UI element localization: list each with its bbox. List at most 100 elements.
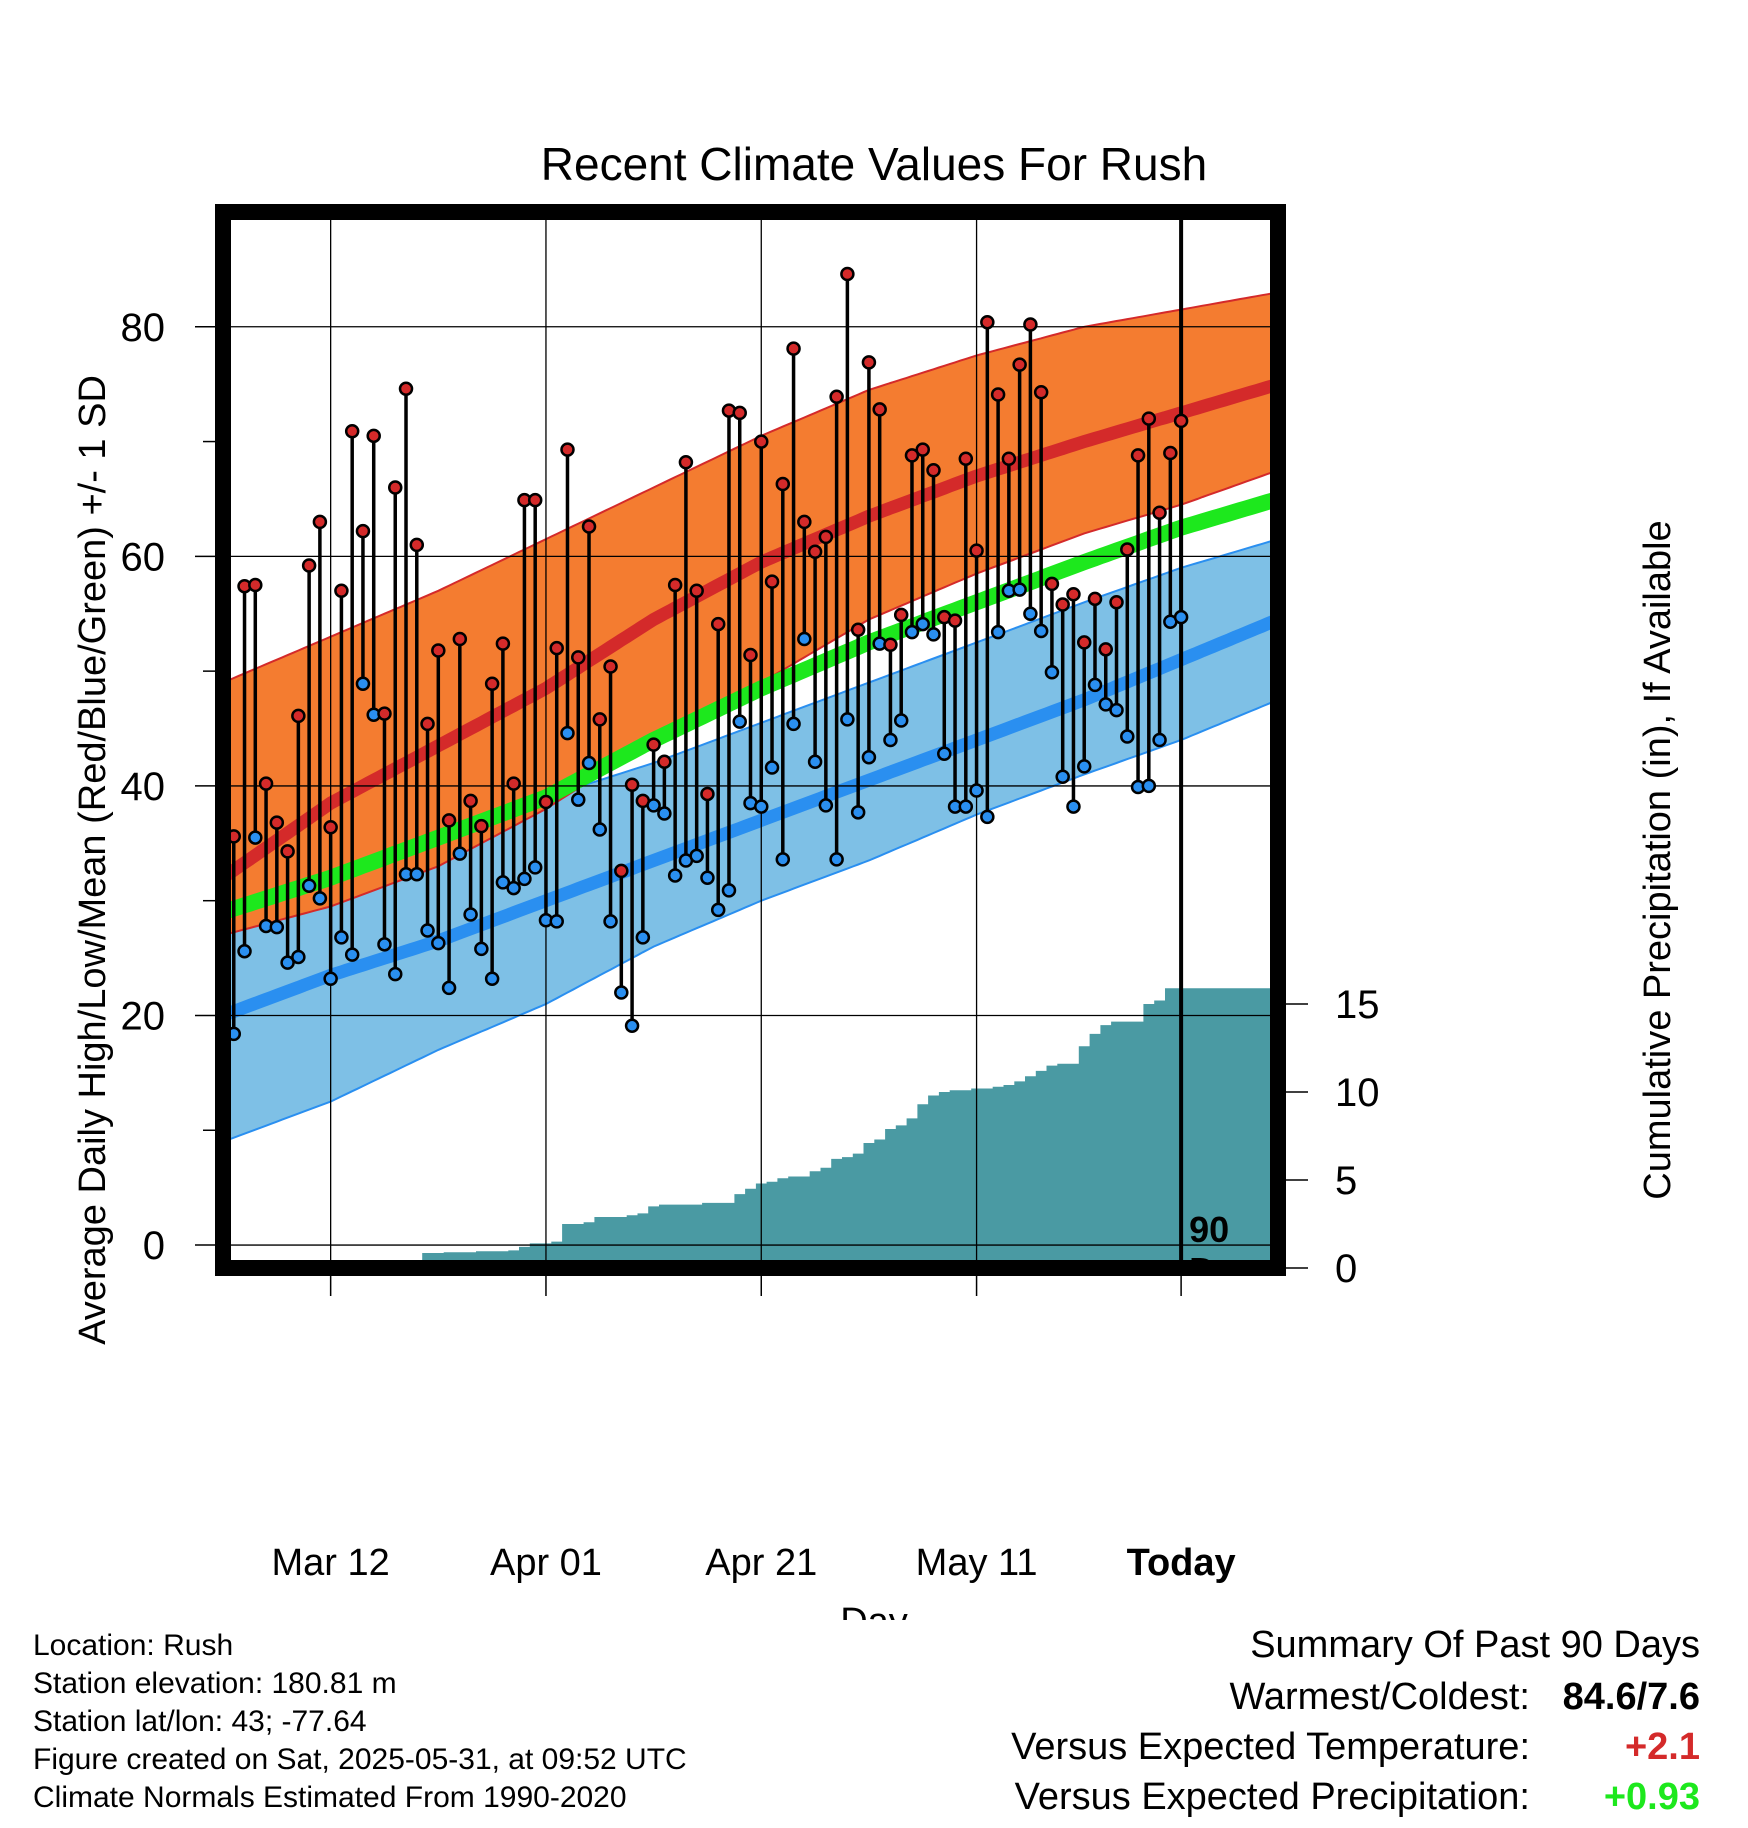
daily-low-point <box>387 966 403 982</box>
daily-low-point <box>1012 582 1027 597</box>
daily-low-point <box>280 955 295 970</box>
temperature-value: +2.1 <box>1624 1726 1700 1768</box>
daily-high-point <box>549 640 564 656</box>
summary-warmest-coldest: Warmest/Coldest: 84.6/7.6 <box>1229 1676 1700 1719</box>
daily-high-point <box>334 583 349 599</box>
daily-low-point <box>764 760 780 775</box>
precipitation-label: Versus Expected Precipitation: <box>1014 1776 1530 1818</box>
daily-high-point <box>1033 384 1049 400</box>
precipitation-area <box>223 988 1278 1268</box>
daily-high-point <box>474 818 489 834</box>
daily-high-point <box>764 574 780 589</box>
y-tick-label: 0 <box>143 1224 165 1268</box>
daily-high-point <box>323 819 338 835</box>
daily-low-point <box>667 868 683 883</box>
warmest-coldest-label: Warmest/Coldest: <box>1229 1676 1530 1718</box>
x-tick-label: Apr 21 <box>705 1542 817 1584</box>
daily-high-point <box>850 622 866 638</box>
daily-low-point <box>431 935 446 951</box>
normal-low-lower-edge <box>223 698 1278 1143</box>
y2-tick-label: 0 <box>1335 1247 1357 1291</box>
daily-high-point <box>452 631 468 647</box>
footer-created: Figure created on Sat, 2025-05-31, at 09… <box>33 1743 687 1776</box>
daily-high-point <box>1001 451 1017 467</box>
daily-low-point <box>850 805 866 820</box>
daily-low-point <box>549 914 564 929</box>
daily-high-point <box>312 514 328 530</box>
daily-high-point <box>754 434 769 449</box>
daily-high-point <box>614 863 629 879</box>
daily-low-point <box>560 725 575 741</box>
daily-high-point <box>1087 591 1103 607</box>
daily-low-point <box>312 891 328 906</box>
daily-low-point <box>1120 729 1135 744</box>
daily-low-point <box>420 923 435 938</box>
daily-low-point <box>883 732 898 748</box>
daily-high-point <box>387 480 403 495</box>
daily-high-point <box>657 754 672 770</box>
daily-high-point <box>872 402 887 417</box>
daily-low-point <box>301 878 317 894</box>
daily-low-point <box>807 754 823 770</box>
daily-low-point <box>646 798 661 813</box>
daily-high-point <box>732 405 747 421</box>
daily-high-point <box>431 643 446 658</box>
daily-high-point <box>904 448 920 463</box>
daily-low-point <box>527 860 543 875</box>
daily-low-point <box>829 852 844 867</box>
chart-title: Recent Climate Values For Rush <box>541 138 1207 190</box>
daily-high-point <box>624 777 640 793</box>
y-tick-label: 40 <box>121 765 166 809</box>
daily-high-point <box>743 647 758 663</box>
daily-high-point <box>775 476 791 492</box>
summary-precipitation: Versus Expected Precipitation: +0.93 <box>1015 1776 1700 1819</box>
daily-high-point <box>420 716 435 732</box>
daily-low-point <box>269 919 285 935</box>
daily-low-point <box>861 749 877 765</box>
daily-low-point <box>990 624 1006 640</box>
daily-low-point <box>700 870 715 885</box>
normal-high-band <box>223 292 1278 936</box>
daily-low-point <box>1033 623 1049 639</box>
daily-high-point <box>527 492 543 508</box>
daily-high-point <box>667 577 683 593</box>
daily-high-point <box>484 676 500 692</box>
daily-high-point <box>958 451 974 467</box>
daily-low-point <box>495 875 511 890</box>
daily-high-point <box>829 389 844 405</box>
daily-low-point <box>571 792 586 807</box>
daily-high-point <box>1066 586 1081 602</box>
daily-high-point <box>818 529 834 545</box>
daily-high-point <box>710 616 726 632</box>
daily-high-point <box>700 786 715 802</box>
daily-high-point <box>678 454 694 470</box>
daily-high-point <box>1023 317 1038 332</box>
daily-low-point <box>441 980 457 996</box>
daily-low-point <box>592 822 608 837</box>
daily-high-point <box>581 519 597 534</box>
today-days-count: 90 <box>1189 1209 1229 1250</box>
daily-low-point <box>1044 665 1060 680</box>
daily-low-point <box>323 971 338 986</box>
daily-high-point <box>560 442 575 457</box>
daily-high-point <box>646 737 661 752</box>
daily-high-point <box>571 650 586 665</box>
daily-low-point <box>786 716 801 732</box>
daily-low-point <box>1098 697 1114 712</box>
daily-high-point <box>786 341 801 356</box>
daily-low-point <box>484 971 500 986</box>
daily-high-point <box>807 544 823 560</box>
daily-low-point <box>710 902 726 918</box>
daily-high-point <box>291 708 306 724</box>
daily-high-point <box>1055 597 1070 612</box>
x-tick-label: May 11 <box>916 1542 1038 1584</box>
daily-high-point <box>947 613 963 628</box>
daily-high-point <box>280 844 295 859</box>
daily-high-point <box>861 355 877 370</box>
daily-low-point <box>818 798 834 813</box>
daily-high-point <box>409 537 425 553</box>
daily-high-point <box>840 266 855 282</box>
footer-location: Location: Rush <box>33 1629 234 1662</box>
plot-frame <box>215 204 1286 1276</box>
